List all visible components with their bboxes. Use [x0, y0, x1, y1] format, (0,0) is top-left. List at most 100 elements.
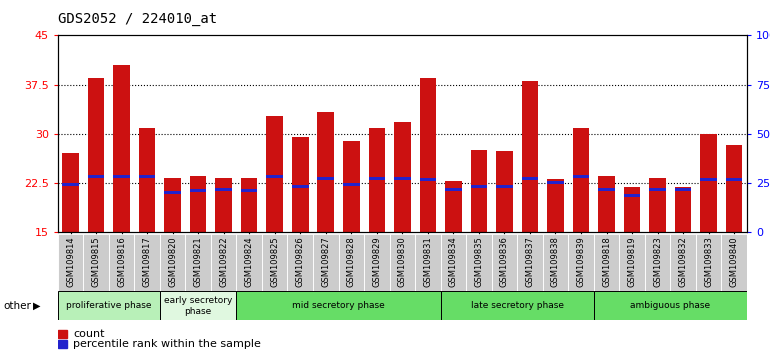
Bar: [675, 187, 691, 232]
Bar: [88, 175, 104, 178]
Bar: [113, 175, 130, 178]
Bar: [62, 183, 79, 186]
Bar: [415, 234, 440, 292]
Text: GSM109834: GSM109834: [449, 236, 458, 287]
Bar: [573, 129, 589, 232]
Bar: [619, 234, 644, 292]
Bar: [470, 150, 487, 232]
Bar: [134, 234, 160, 292]
Bar: [675, 188, 691, 191]
Bar: [598, 188, 614, 191]
Bar: [696, 234, 721, 292]
Text: early secretory
phase: early secretory phase: [164, 296, 233, 315]
Bar: [466, 234, 492, 292]
Bar: [624, 194, 641, 197]
Text: GSM109836: GSM109836: [500, 236, 509, 287]
Bar: [287, 234, 313, 292]
Bar: [58, 330, 68, 338]
Bar: [58, 340, 68, 348]
Bar: [721, 234, 747, 292]
Bar: [190, 176, 206, 232]
Bar: [241, 189, 257, 192]
Bar: [420, 178, 436, 181]
Bar: [517, 234, 543, 292]
Text: GSM109838: GSM109838: [551, 236, 560, 287]
Bar: [292, 137, 309, 232]
Bar: [573, 175, 589, 178]
Bar: [598, 176, 614, 232]
Text: late secretory phase: late secretory phase: [470, 301, 564, 310]
Text: GDS2052 / 224010_at: GDS2052 / 224010_at: [58, 12, 217, 27]
Bar: [726, 145, 742, 232]
Bar: [313, 234, 339, 292]
Bar: [262, 234, 287, 292]
Bar: [343, 183, 360, 186]
Bar: [164, 178, 181, 232]
Bar: [671, 234, 696, 292]
Bar: [139, 175, 156, 178]
Text: GSM109833: GSM109833: [704, 236, 713, 287]
Text: GSM109823: GSM109823: [653, 236, 662, 287]
Text: GSM109819: GSM109819: [628, 236, 637, 287]
Bar: [160, 291, 236, 320]
Text: GSM109820: GSM109820: [168, 236, 177, 287]
Bar: [369, 177, 385, 179]
Bar: [236, 234, 262, 292]
Bar: [594, 291, 747, 320]
Bar: [186, 234, 211, 292]
Bar: [160, 234, 186, 292]
Bar: [649, 188, 666, 191]
Text: GSM109825: GSM109825: [270, 236, 280, 287]
Bar: [496, 151, 513, 232]
Bar: [440, 291, 594, 320]
Text: GSM109827: GSM109827: [321, 236, 330, 287]
Text: GSM109821: GSM109821: [193, 236, 203, 287]
Bar: [394, 122, 410, 232]
Text: GSM109830: GSM109830: [398, 236, 407, 287]
Bar: [644, 234, 671, 292]
Bar: [266, 175, 283, 178]
Text: ▶: ▶: [33, 301, 41, 311]
Bar: [292, 184, 309, 188]
Bar: [547, 181, 564, 184]
Bar: [216, 178, 232, 232]
Bar: [62, 153, 79, 232]
Bar: [624, 187, 641, 232]
Text: GSM109814: GSM109814: [66, 236, 75, 287]
Bar: [492, 234, 517, 292]
Text: GSM109818: GSM109818: [602, 236, 611, 287]
Bar: [701, 178, 717, 181]
Text: GSM109816: GSM109816: [117, 236, 126, 287]
Bar: [521, 177, 538, 179]
Bar: [139, 129, 156, 232]
Bar: [445, 188, 462, 191]
Bar: [364, 234, 390, 292]
Bar: [390, 234, 415, 292]
Bar: [317, 112, 334, 232]
Bar: [445, 181, 462, 232]
Text: ambiguous phase: ambiguous phase: [631, 301, 711, 310]
Bar: [568, 234, 594, 292]
Text: GSM109832: GSM109832: [678, 236, 688, 287]
Text: GSM109837: GSM109837: [525, 236, 534, 287]
Text: GSM109840: GSM109840: [730, 236, 738, 287]
Bar: [649, 178, 666, 232]
Bar: [317, 177, 334, 179]
Bar: [211, 234, 236, 292]
Bar: [440, 234, 466, 292]
Text: GSM109826: GSM109826: [296, 236, 305, 287]
Bar: [543, 234, 568, 292]
Bar: [701, 134, 717, 232]
Text: count: count: [73, 329, 105, 339]
Text: GSM109828: GSM109828: [346, 236, 356, 287]
Bar: [594, 234, 619, 292]
Bar: [521, 81, 538, 232]
Bar: [109, 234, 134, 292]
Bar: [547, 179, 564, 232]
Bar: [369, 129, 385, 232]
Bar: [58, 234, 83, 292]
Text: percentile rank within the sample: percentile rank within the sample: [73, 339, 261, 349]
Text: proliferative phase: proliferative phase: [66, 301, 152, 310]
Bar: [470, 184, 487, 188]
Text: GSM109835: GSM109835: [474, 236, 484, 287]
